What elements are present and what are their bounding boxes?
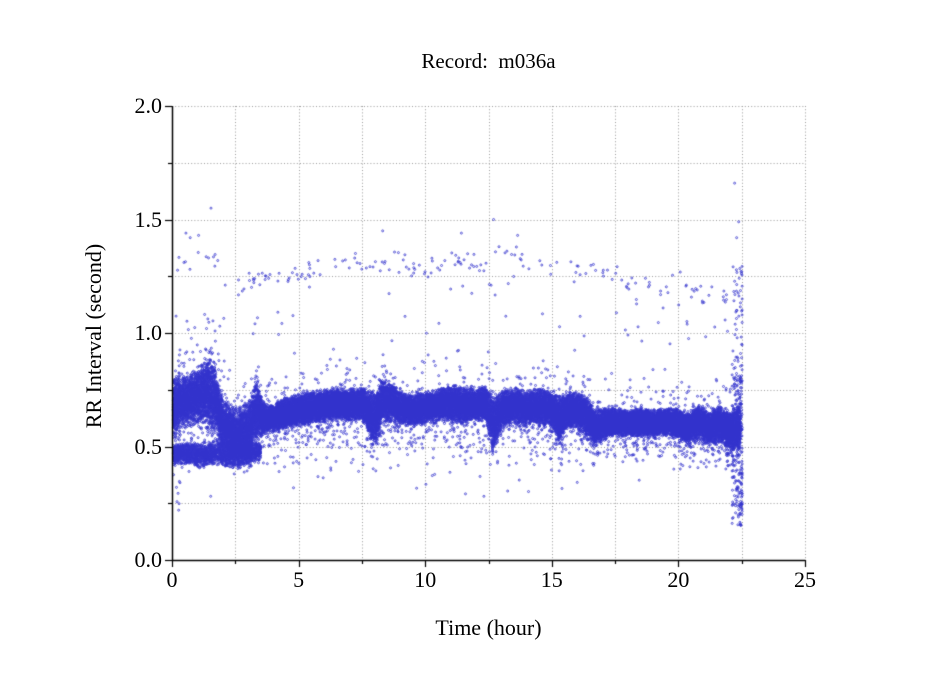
x-tick-label: 25 bbox=[794, 567, 816, 592]
y-tick-label: 1.5 bbox=[134, 206, 163, 232]
x-tick-label: 5 bbox=[293, 567, 305, 592]
y-tick-label: 0.5 bbox=[134, 433, 163, 459]
y-tick-label: 2.0 bbox=[134, 93, 163, 118]
x-tick-label: 15 bbox=[540, 567, 563, 592]
y-tick-label: 0.0 bbox=[134, 547, 163, 572]
y-tick-label: 1.0 bbox=[134, 320, 163, 345]
x-tick-label: 0 bbox=[166, 567, 178, 592]
x-axis-title: Time (hour) bbox=[435, 615, 542, 640]
chart-title: Record: m036a bbox=[421, 49, 556, 73]
x-tick-label: 10 bbox=[414, 567, 437, 592]
x-tick-label: 20 bbox=[667, 567, 690, 592]
